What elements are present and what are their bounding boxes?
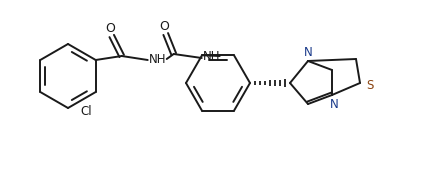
Text: S: S bbox=[366, 79, 374, 91]
Text: O: O bbox=[105, 22, 114, 35]
Text: NH: NH bbox=[149, 53, 167, 66]
Text: NH: NH bbox=[203, 49, 220, 62]
Text: N: N bbox=[329, 97, 338, 111]
Text: O: O bbox=[159, 19, 169, 32]
Text: N: N bbox=[304, 45, 312, 58]
Text: Cl: Cl bbox=[80, 104, 92, 117]
